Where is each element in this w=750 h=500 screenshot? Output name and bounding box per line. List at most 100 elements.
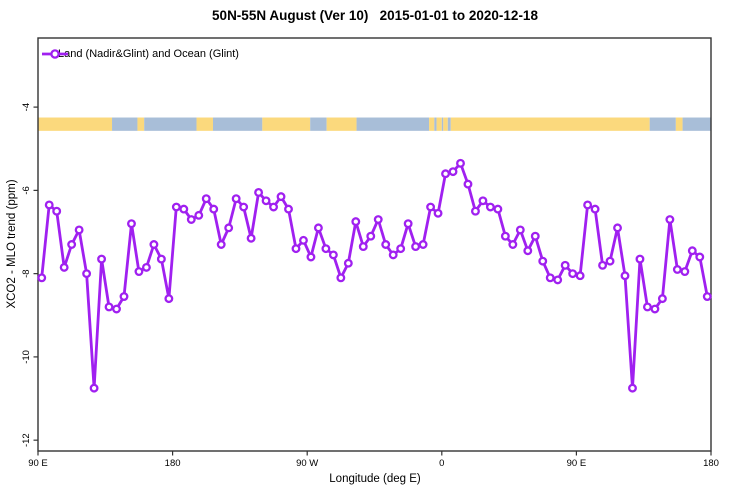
data-point-marker <box>657 294 667 304</box>
data-point-marker <box>276 192 286 202</box>
data-point-marker <box>538 256 548 266</box>
x-tick-label: 180 <box>703 458 719 469</box>
ocean-segment <box>434 117 437 131</box>
data-point-marker <box>186 215 196 224</box>
data-point-marker <box>164 294 174 304</box>
data-point-marker <box>411 242 421 252</box>
data-point-marker <box>500 231 510 241</box>
data-point-marker <box>336 273 346 283</box>
data-point-marker <box>224 223 234 233</box>
y-tick-label: -10 <box>21 350 32 364</box>
data-point-marker <box>254 188 264 197</box>
plot-border <box>37 37 712 452</box>
data-point-marker <box>605 256 615 266</box>
data-point-marker <box>52 206 62 216</box>
data-point-marker <box>284 204 293 214</box>
data-point-marker <box>134 267 144 277</box>
ocean-segment <box>212 117 263 131</box>
land-segment <box>137 117 145 131</box>
data-point-marker <box>702 292 712 301</box>
y-tick-label: -12 <box>21 433 32 447</box>
land-segment <box>38 117 113 131</box>
data-point-marker <box>67 240 77 249</box>
data-point-marker <box>373 215 383 224</box>
data-point-marker <box>127 219 136 229</box>
data-point-marker <box>687 246 697 256</box>
data-point-marker <box>523 246 533 256</box>
data-point-marker <box>321 244 331 254</box>
data-point-marker <box>575 271 585 281</box>
data-point-marker <box>426 202 436 212</box>
land-segment <box>436 117 442 131</box>
data-point-marker <box>680 267 690 277</box>
data-point-marker <box>396 244 406 254</box>
ocean-segment <box>310 117 327 131</box>
y-tick-label: -4 <box>21 103 32 111</box>
data-point-marker <box>44 200 54 210</box>
legend-marker-icon <box>42 49 68 59</box>
data-point-marker <box>463 179 473 189</box>
data-point-marker <box>553 275 563 285</box>
ocean-segment <box>112 117 138 131</box>
data-point-marker <box>171 202 181 212</box>
data-point-marker <box>269 202 278 212</box>
data-point-marker <box>37 273 47 283</box>
data-point-marker <box>388 250 398 260</box>
data-point-marker <box>650 304 660 314</box>
data-point-marker <box>179 204 189 214</box>
data-point-marker <box>441 169 450 179</box>
ocean-segment <box>649 117 676 131</box>
data-point-marker <box>112 304 121 314</box>
data-point-marker <box>381 240 391 249</box>
chart-title: 50N-55N August (Ver 10) 2015-01-01 to 20… <box>212 8 538 23</box>
data-point-marker <box>695 252 705 262</box>
data-point-marker <box>613 223 622 233</box>
legend-label: Land (Nadir&Glint) and Ocean (Glint) <box>58 48 239 60</box>
data-point-marker <box>545 273 555 283</box>
data-point-marker <box>239 202 249 212</box>
data-point-marker <box>665 215 675 224</box>
data-point-marker <box>194 210 204 220</box>
ocean-segment <box>682 117 711 131</box>
ocean-segment <box>356 117 430 131</box>
data-point-marker <box>149 240 159 249</box>
land-segment <box>443 117 448 131</box>
x-tick-label: 90 E <box>28 458 48 469</box>
x-tick-label: 180 <box>165 458 181 469</box>
data-point-marker <box>642 302 652 312</box>
data-point-marker <box>119 292 129 301</box>
data-point-marker <box>306 252 316 262</box>
data-point-marker <box>433 208 443 218</box>
series-line <box>40 161 709 390</box>
data-point-marker <box>448 167 458 177</box>
land-segment <box>262 117 311 131</box>
data-point-marker <box>82 269 92 279</box>
data-point-marker <box>560 260 570 270</box>
ocean-segment <box>447 117 451 131</box>
data-point-marker <box>291 244 301 254</box>
data-point-marker <box>89 383 99 393</box>
y-tick-label: -6 <box>21 186 32 194</box>
data-point-marker <box>493 204 503 214</box>
data-point-marker <box>246 233 256 243</box>
land-segment <box>326 117 357 131</box>
data-point-marker <box>456 158 465 168</box>
land-segment <box>675 117 683 131</box>
data-point-marker <box>403 219 413 229</box>
data-point-marker <box>59 262 69 272</box>
data-point-marker <box>209 204 219 214</box>
data-point-marker <box>508 240 518 249</box>
x-tick-label: 90 W <box>296 458 318 469</box>
data-point-marker <box>568 269 578 279</box>
x-tick-label: 0 <box>439 458 444 469</box>
data-point-marker <box>530 231 540 241</box>
data-point-marker <box>628 383 637 393</box>
data-point-marker <box>74 225 84 235</box>
data-point-marker <box>635 254 645 264</box>
data-point-marker <box>231 194 241 204</box>
data-point-marker <box>672 265 682 274</box>
data-point-marker <box>471 206 480 216</box>
land-segment <box>450 117 650 131</box>
